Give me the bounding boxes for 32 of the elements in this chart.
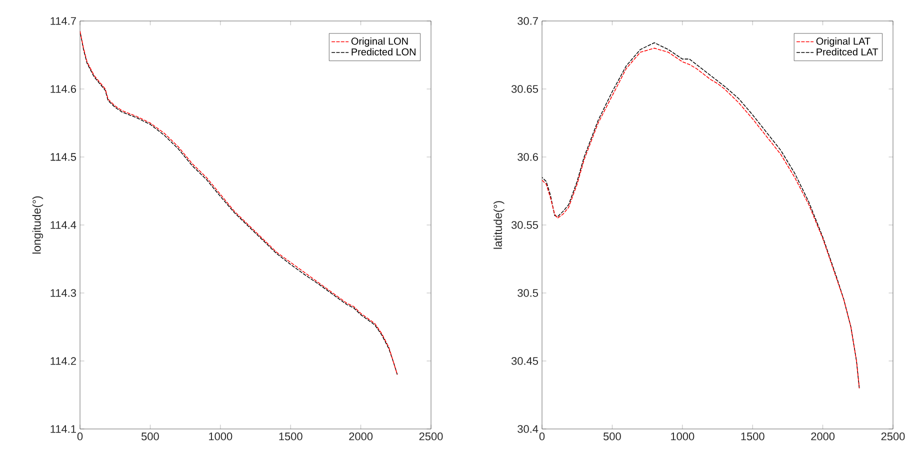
y-tick-label: 30.65 — [511, 85, 538, 93]
y-tick-label: 30.5 — [518, 289, 538, 297]
y-tick-label: 114.4 — [50, 221, 76, 229]
y-tick-label: 30.45 — [511, 357, 538, 365]
y-axis-title: latitude(°) — [494, 201, 504, 249]
x-tick-label: 1000 — [209, 432, 232, 440]
y-tick-label: 30.7 — [518, 17, 538, 25]
x-tick-label: 0 — [77, 432, 83, 440]
y-tick-label: 114.7 — [50, 17, 76, 25]
legend-label: Original LAT — [816, 37, 870, 47]
y-axis-title: longitude(°) — [32, 196, 44, 254]
y-tick-label: 114.5 — [50, 153, 76, 161]
legend-label: Predicted LON — [352, 48, 416, 56]
x-tick-label: 2000 — [349, 432, 373, 440]
y-tick-label: 30.6 — [518, 153, 538, 161]
y-tick-label: 114.3 — [50, 289, 76, 297]
x-tick-label: 2000 — [811, 432, 835, 440]
x-tick-label: 0 — [539, 432, 545, 440]
y-tick-label: 114.6 — [50, 85, 76, 93]
x-tick-label: 500 — [604, 432, 621, 440]
y-tick-label: 114.2 — [50, 357, 76, 365]
x-tick-label: 1000 — [671, 432, 694, 440]
x-tick-label: 1500 — [279, 432, 302, 440]
x-tick-label: 500 — [142, 432, 159, 440]
x-tick-label: 2500 — [419, 432, 443, 440]
y-tick-label: 30.55 — [511, 221, 538, 229]
y-tick-label: 114.1 — [50, 425, 76, 433]
y-tick-label: 30.4 — [518, 425, 538, 433]
x-tick-label: 1500 — [741, 432, 764, 440]
legend-label: Original LON — [351, 37, 408, 47]
legend-label: Preditced LAT — [816, 48, 878, 56]
x-tick-label: 2500 — [881, 432, 905, 440]
